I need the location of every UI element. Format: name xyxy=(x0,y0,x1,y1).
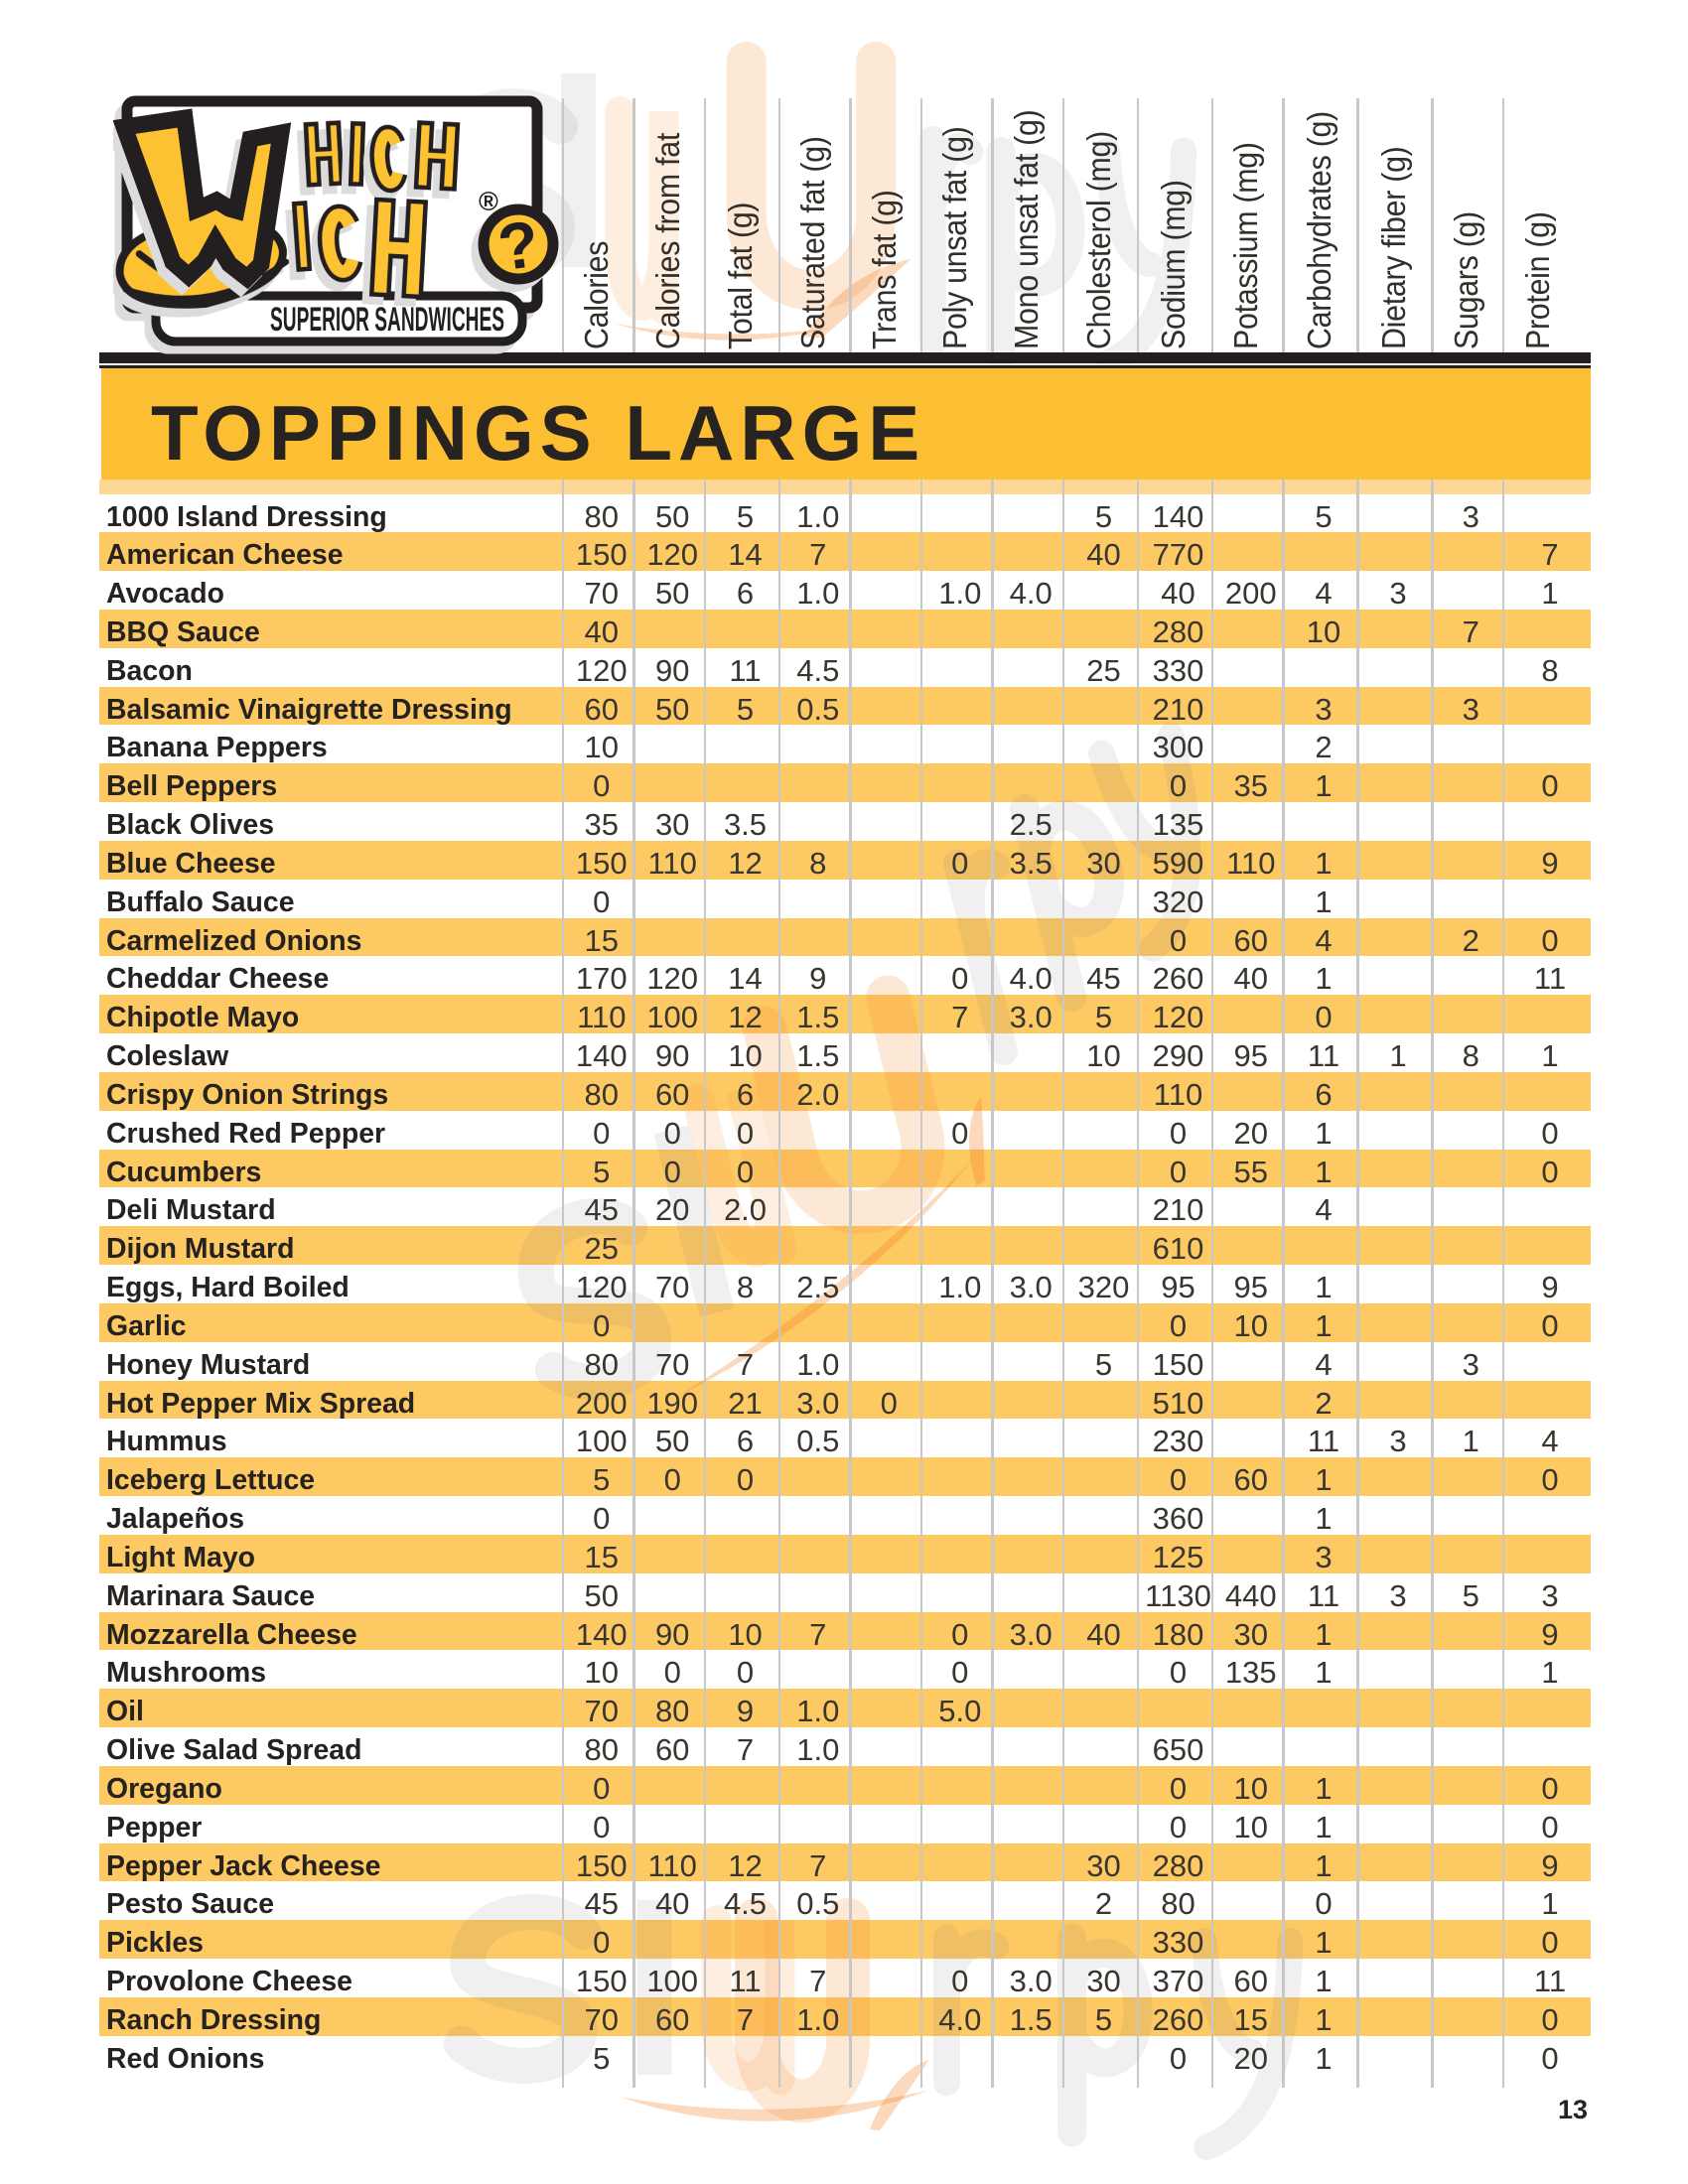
svg-text:SUPERIOR SANDWICHES: SUPERIOR SANDWICHES xyxy=(270,301,504,339)
svg-text:®: ® xyxy=(479,187,498,216)
